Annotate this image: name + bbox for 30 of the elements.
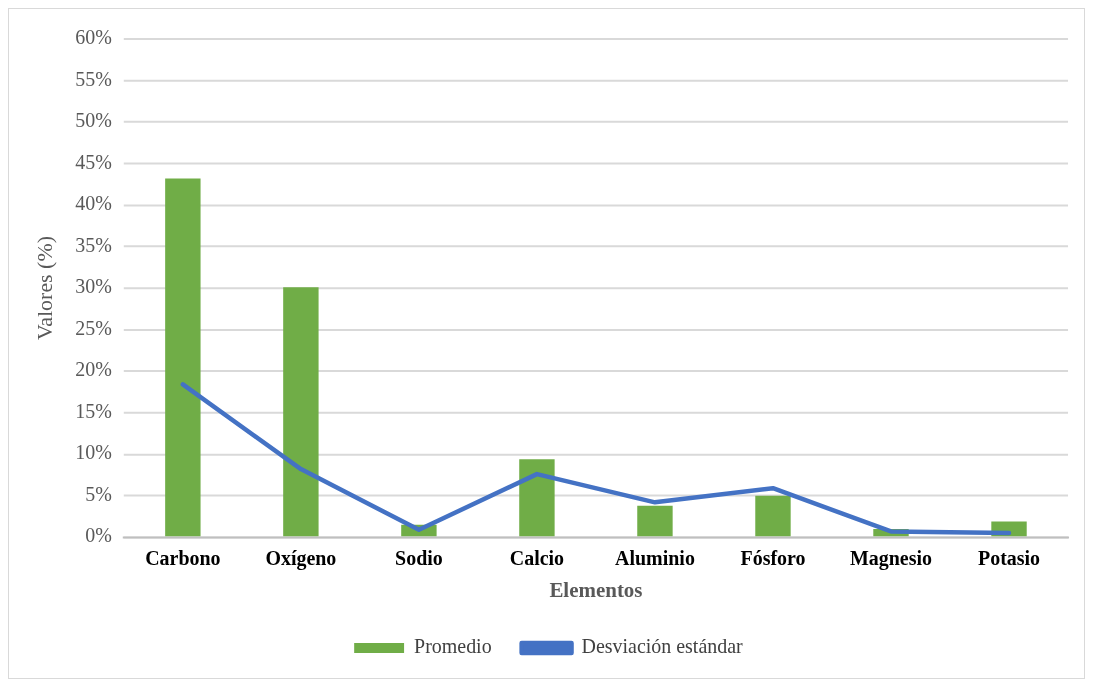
bar — [755, 495, 791, 537]
legend-label: Promedio — [414, 635, 492, 658]
y-tick-label: 25% — [75, 316, 112, 339]
x-tick-label: Magnesio — [849, 547, 933, 571]
x-tick-label: Calcio — [509, 547, 565, 570]
x-tick-label: Sodio — [395, 547, 443, 570]
y-tick-label: 20% — [75, 358, 112, 381]
y-tick-label: 15% — [75, 399, 112, 422]
legend-label: Desviación estándar — [581, 635, 744, 658]
bar — [519, 459, 555, 537]
y-tick-label: 5% — [85, 482, 112, 505]
y-tick-label: 35% — [75, 233, 112, 256]
x-tick-label: Aluminio — [615, 547, 695, 570]
y-tick-label: 60% — [75, 26, 112, 49]
y-tick-label: 0% — [85, 524, 112, 547]
bar — [637, 505, 673, 537]
y-tick-label: 10% — [75, 441, 112, 464]
bar — [165, 178, 201, 537]
x-tick-label: Potasio — [977, 547, 1041, 570]
y-tick-label: 30% — [75, 275, 112, 298]
y-tick-label: 55% — [75, 67, 112, 90]
y-tick-label: 50% — [75, 109, 112, 132]
bar — [283, 287, 319, 537]
x-axis-title: Elementos — [549, 578, 643, 603]
y-tick-label: 40% — [75, 192, 112, 215]
y-axis-title: Valores (%) — [31, 236, 57, 341]
x-tick-label: Oxígeno — [265, 547, 337, 571]
y-tick-label: 45% — [75, 150, 112, 173]
x-tick-label: Fósforo — [740, 547, 806, 570]
x-tick-label: Carbono — [145, 547, 221, 570]
